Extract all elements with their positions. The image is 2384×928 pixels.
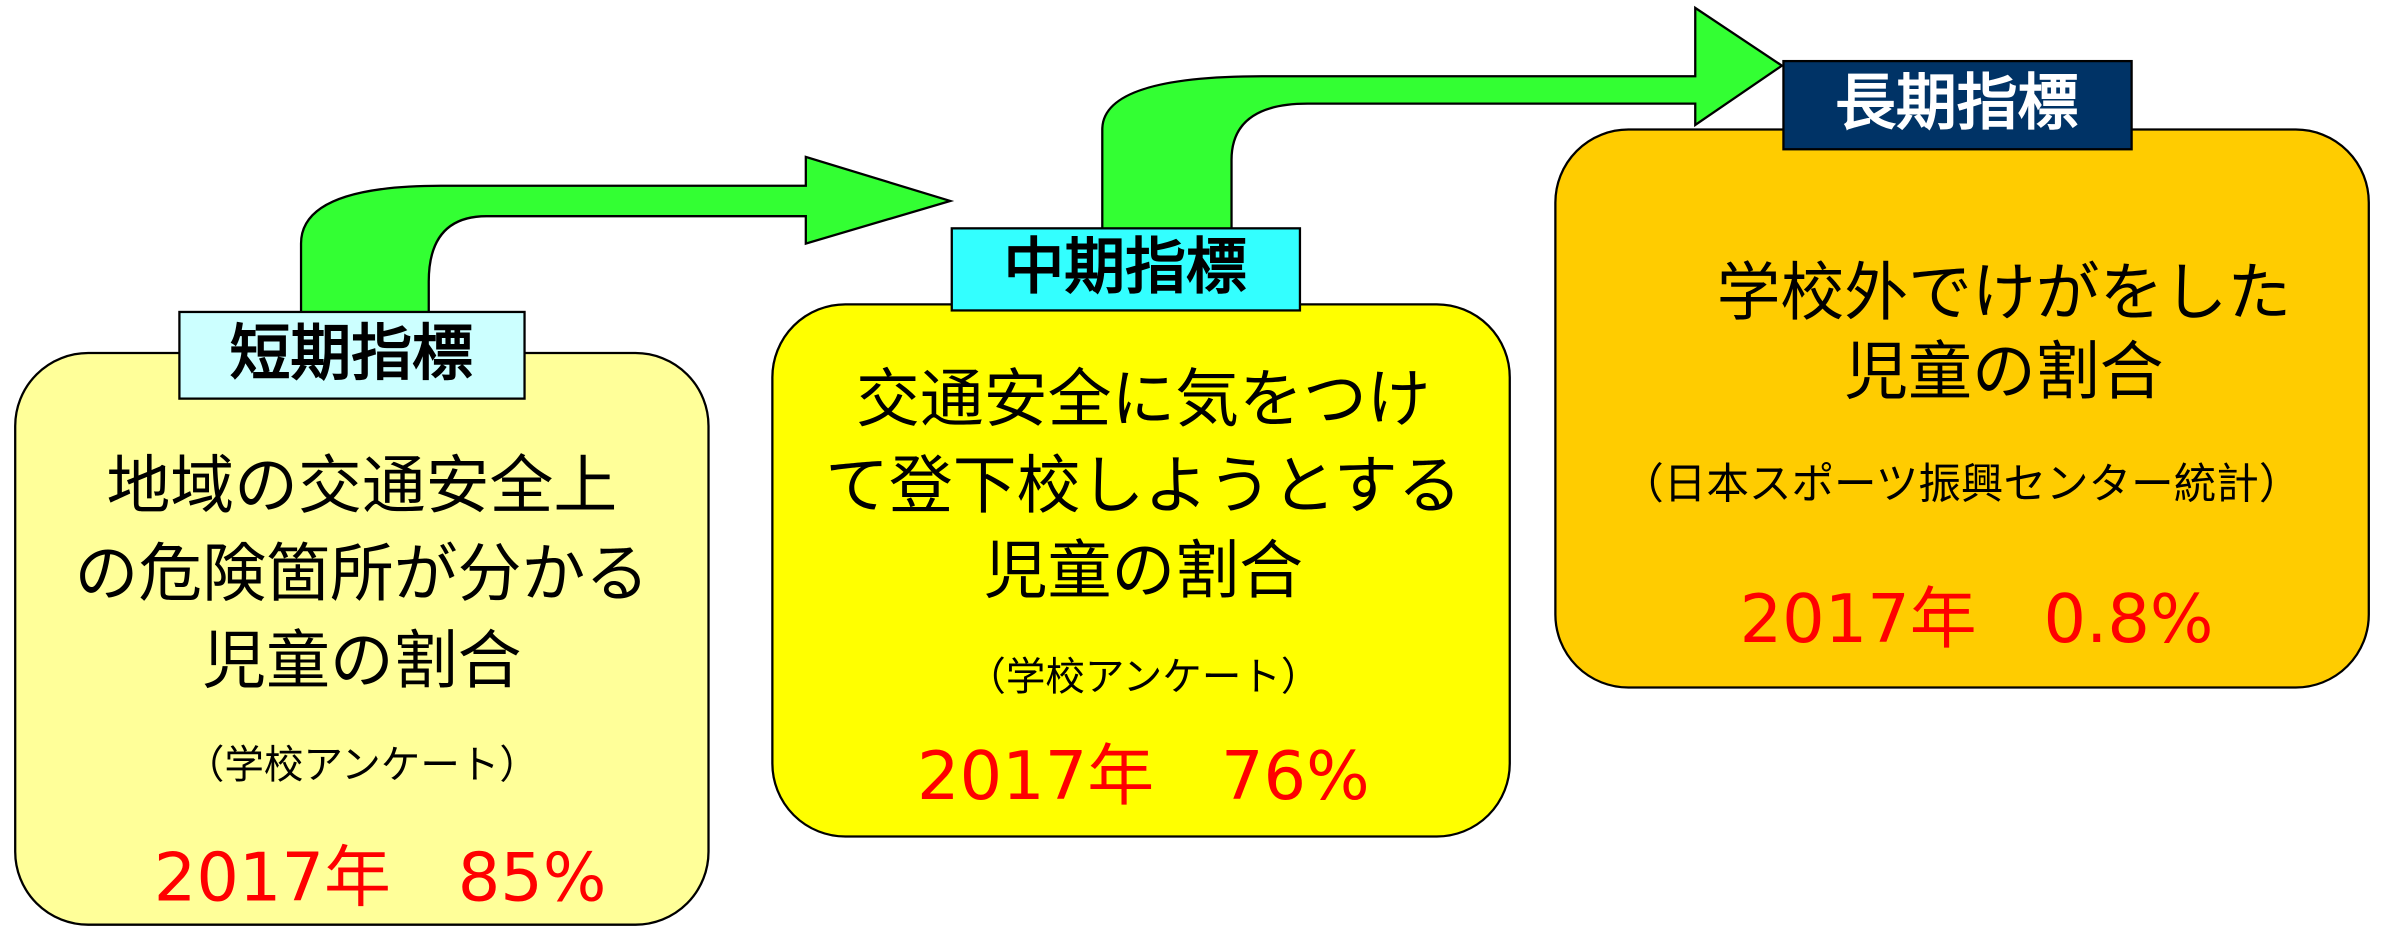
source: （学校アンケート）	[966, 654, 1320, 700]
description: 地域の交通安全上	[106, 449, 617, 523]
description: 児童の割合	[202, 624, 521, 698]
description: 児童の割合	[1844, 335, 2163, 409]
tag	[178, 310, 526, 400]
source: （学校アンケート）	[185, 743, 539, 789]
tag-label: 中期指標	[1004, 233, 1247, 303]
arrow	[1101, 5, 1784, 238]
result: 2017年 76%	[917, 737, 1370, 815]
tag	[1782, 59, 2133, 151]
description: 交通安全に気をつけ	[856, 363, 1431, 437]
tag-label: 長期指標	[1835, 68, 2078, 138]
arrow	[299, 155, 955, 321]
description: て登下校しようとする	[825, 449, 1462, 523]
description: 児童の割合	[984, 535, 1303, 609]
description: の危険箇所が分かる	[75, 538, 650, 612]
description: 学校外でけがをした	[1717, 256, 2292, 330]
result: 2017年 0.8%	[1740, 580, 2214, 658]
source: （日本スポーツ振興センター統計）	[1621, 459, 2301, 509]
result: 2017年 85%	[154, 839, 607, 917]
tag-label: 短期指標	[230, 319, 473, 389]
tag	[950, 227, 1302, 312]
